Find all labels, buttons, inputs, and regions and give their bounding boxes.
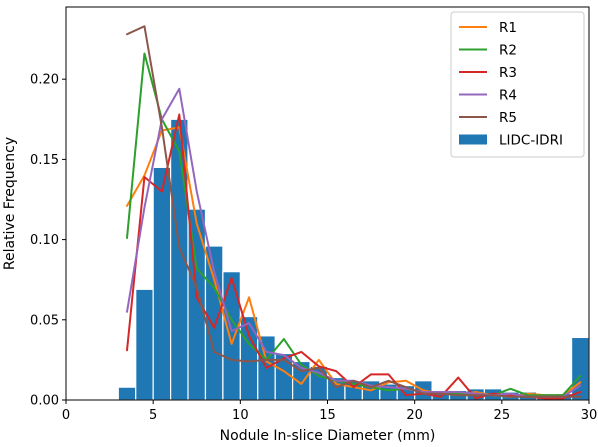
y-tick-label: 0.15 [30,153,59,168]
series-line-r5 [126,25,582,398]
legend-label-r1: R1 [499,20,517,36]
x-tick-label: 25 [494,408,511,423]
legend-label-r5: R5 [499,110,517,126]
y-tick-label: 0.10 [30,233,59,248]
legend-label-r3: R3 [499,65,517,81]
y-tick-label: 0.00 [30,394,59,409]
y-axis-ticks: 0.00 0.05 0.10 0.15 0.20 [30,73,66,409]
x-tick-label: 20 [406,408,423,423]
histogram-bar [152,166,172,401]
x-tick-label: 5 [149,408,157,423]
y-tick-label: 0.20 [30,73,59,88]
legend: R1 R2 R3 R4 R5 LIDC-IDRI [450,11,585,158]
legend-label-lidc-idri: LIDC-IDRI [499,133,563,149]
histogram-bar [239,315,259,401]
x-tick-label: 0 [62,408,70,423]
x-tick-label: 10 [232,408,249,423]
histogram-bar [117,386,137,401]
x-tick-label: 30 [581,408,598,423]
legend-swatch-lidc-idri [459,134,487,145]
legend-box [450,11,585,158]
x-tick-label: 15 [319,408,336,423]
y-tick-label: 0.05 [30,313,59,328]
histogram-bars [117,118,590,401]
y-axis-title: Relative Frequency [2,137,18,270]
series-lines [126,25,582,400]
legend-label-r2: R2 [499,43,517,59]
histogram-bar [135,288,154,401]
legend-label-r4: R4 [499,88,517,104]
series-line-r2 [126,52,582,397]
x-axis-title: Nodule In-slice Diameter (mm) [220,428,436,443]
x-axis-ticks: 0 5 10 15 20 25 30 [62,400,597,423]
histogram-bar [222,271,241,401]
